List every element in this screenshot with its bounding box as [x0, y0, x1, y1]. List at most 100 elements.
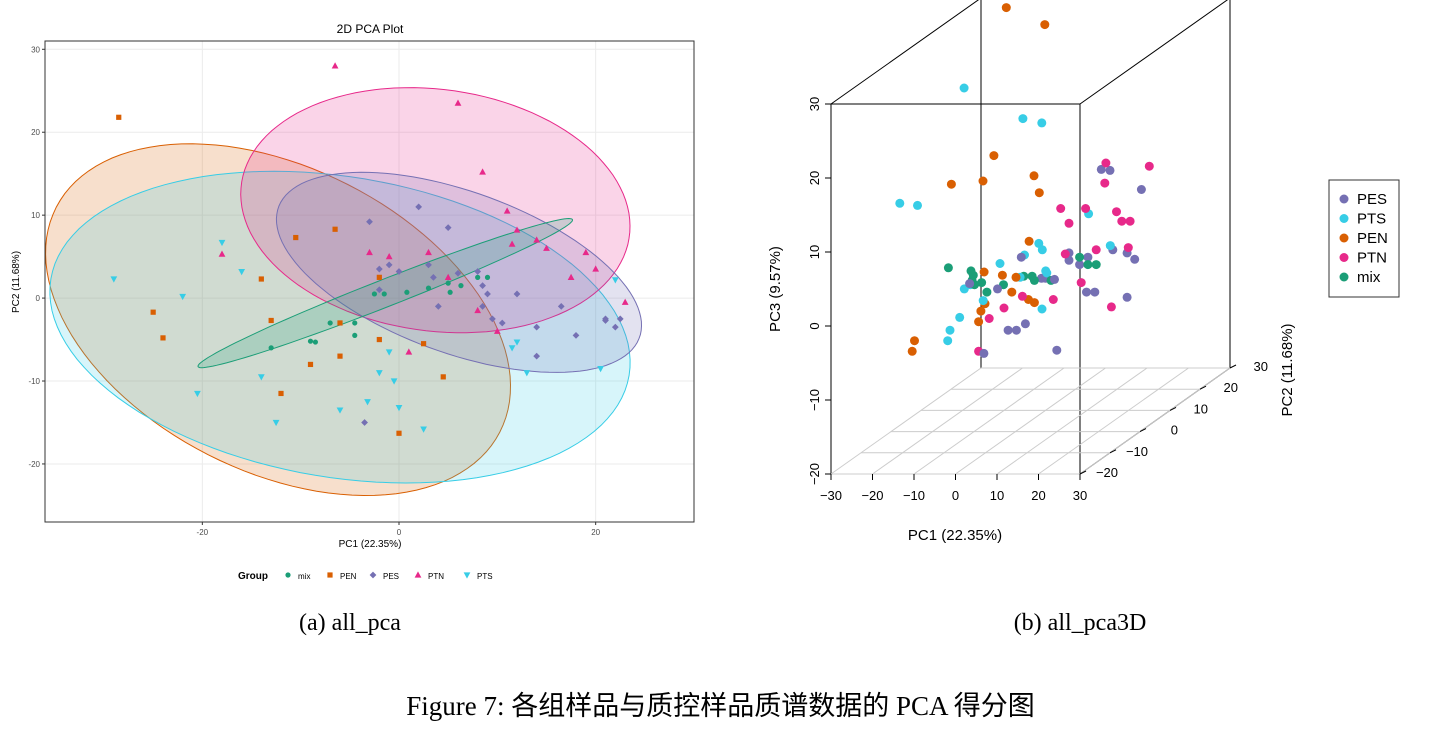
- chart-a-legend-title: Group: [238, 571, 268, 582]
- y-tick-label: -10: [28, 377, 40, 386]
- point-pes: [484, 290, 491, 298]
- point-ptn: [479, 168, 486, 175]
- chart-b-points: [895, 3, 1154, 358]
- point3d-pen: [976, 306, 986, 316]
- legend3d-marker-pes: [1339, 194, 1349, 204]
- y-tick-label: 20: [31, 128, 40, 137]
- point-pen: [307, 361, 314, 368]
- point3d-pes: [1020, 319, 1030, 329]
- point3d-pen: [974, 317, 984, 327]
- point3d-pen: [907, 346, 917, 356]
- floor-grid-x: [955, 367, 1106, 475]
- point3d-ptn: [999, 303, 1009, 313]
- point-ptn: [533, 236, 541, 243]
- y3d-tick: [1199, 385, 1207, 390]
- y3d-tick-label: 30: [1254, 359, 1268, 374]
- point-mix: [307, 338, 314, 344]
- chart-a-grid: [45, 41, 694, 522]
- point3d-ptn: [1081, 204, 1091, 213]
- point3d-mix: [1091, 260, 1101, 270]
- point-pes: [602, 317, 609, 324]
- chart-b-floor-grid: [830, 367, 1231, 475]
- x3d-tick-label: 0: [952, 488, 959, 503]
- point3d-ptn: [984, 314, 994, 323]
- point3d-pen: [1029, 171, 1039, 181]
- y3d-tick: [1139, 428, 1147, 433]
- point3d-mix: [977, 278, 987, 288]
- z3d-tick-label: 0: [807, 322, 822, 329]
- point-mix: [404, 289, 410, 295]
- point3d-pen: [946, 179, 956, 189]
- legend-label-mix: mix: [298, 572, 310, 581]
- point3d-pts: [895, 198, 905, 208]
- point-pts: [513, 339, 521, 346]
- point-pen: [440, 374, 446, 380]
- y-tick-label: 10: [31, 211, 40, 220]
- y3d-tick-label: 10: [1194, 401, 1208, 416]
- chart-b-legend: PES PTS PEN PTN mix: [1328, 179, 1400, 298]
- point-pes: [415, 203, 423, 211]
- point-pts: [218, 239, 226, 247]
- point3d-pes: [1052, 345, 1062, 355]
- point3d-pes: [1075, 260, 1085, 270]
- floor-grid-x: [1079, 367, 1231, 475]
- point-ptn: [425, 248, 432, 256]
- x3d-tick-label: −30: [820, 488, 842, 503]
- point-pts: [420, 426, 427, 433]
- point-ptn: [385, 252, 393, 260]
- point3d-pen: [979, 267, 989, 277]
- point-pen: [332, 226, 338, 232]
- point3d-pts: [959, 83, 969, 93]
- point3d-pts: [1037, 118, 1047, 128]
- point3d-pen: [978, 176, 988, 186]
- point-ptn: [503, 207, 511, 214]
- y-tick-label: 0: [36, 294, 41, 303]
- floor-grid-x: [996, 367, 1148, 475]
- chart-a-ticks: -20 0 20 -20 -10 0 10 20 30: [28, 45, 600, 537]
- point3d-mix: [968, 270, 978, 280]
- point-ptn: [493, 327, 501, 334]
- point3d-pen: [1007, 287, 1017, 297]
- legend-marker-pen: [327, 572, 333, 578]
- y-tick-label: 30: [31, 45, 40, 54]
- x-tick-label: -20: [197, 528, 209, 537]
- point-ptn: [621, 298, 629, 305]
- figure-caption: Figure 7: 各组样品与质控样品质谱数据的 PCA 得分图: [406, 691, 1035, 721]
- point3d-mix: [1075, 252, 1085, 262]
- chart-b-ylabel: PC2 (11.68%): [1279, 323, 1296, 416]
- chart-b-xlabel: PC1 (22.35%): [908, 527, 1002, 544]
- point-pen: [376, 274, 382, 280]
- chart-a-ylabel: PC2 (11.68%): [11, 251, 22, 313]
- point-mix: [352, 320, 358, 326]
- point3d-pes: [1105, 165, 1115, 175]
- point-pen: [337, 320, 343, 326]
- point-pes: [425, 261, 432, 269]
- point-pts: [395, 404, 403, 412]
- y3d-tick: [1109, 449, 1117, 454]
- point-mix: [371, 291, 378, 297]
- y3d-tick-label: −10: [1126, 444, 1148, 459]
- point3d-pen: [1040, 20, 1050, 30]
- point3d-pes: [1090, 287, 1100, 297]
- point-mix: [475, 274, 481, 280]
- floor-grid-x: [1038, 367, 1189, 475]
- legend3d-label-ptn: PTN: [1357, 250, 1387, 267]
- chart-a-xlabel: PC1 (22.35%): [339, 539, 402, 550]
- point3d-pts: [1018, 114, 1028, 124]
- point3d-pts: [1105, 241, 1115, 251]
- point-pes: [533, 323, 541, 331]
- point-ptn: [474, 306, 482, 314]
- point3d-pts: [1037, 304, 1047, 314]
- point-pes: [385, 261, 393, 269]
- point3d-mix: [943, 263, 953, 273]
- x-tick-label: 20: [591, 528, 600, 537]
- point3d-ptn: [1144, 161, 1154, 171]
- x3d-tick-label: 10: [990, 488, 1004, 503]
- legend3d-label-pen: PEN: [1357, 230, 1388, 247]
- point-pts: [508, 345, 516, 352]
- point-pen: [278, 390, 284, 397]
- point-pes: [513, 290, 521, 298]
- point3d-ptn: [1125, 216, 1135, 226]
- point-pts: [336, 407, 344, 414]
- point-pts: [110, 276, 118, 283]
